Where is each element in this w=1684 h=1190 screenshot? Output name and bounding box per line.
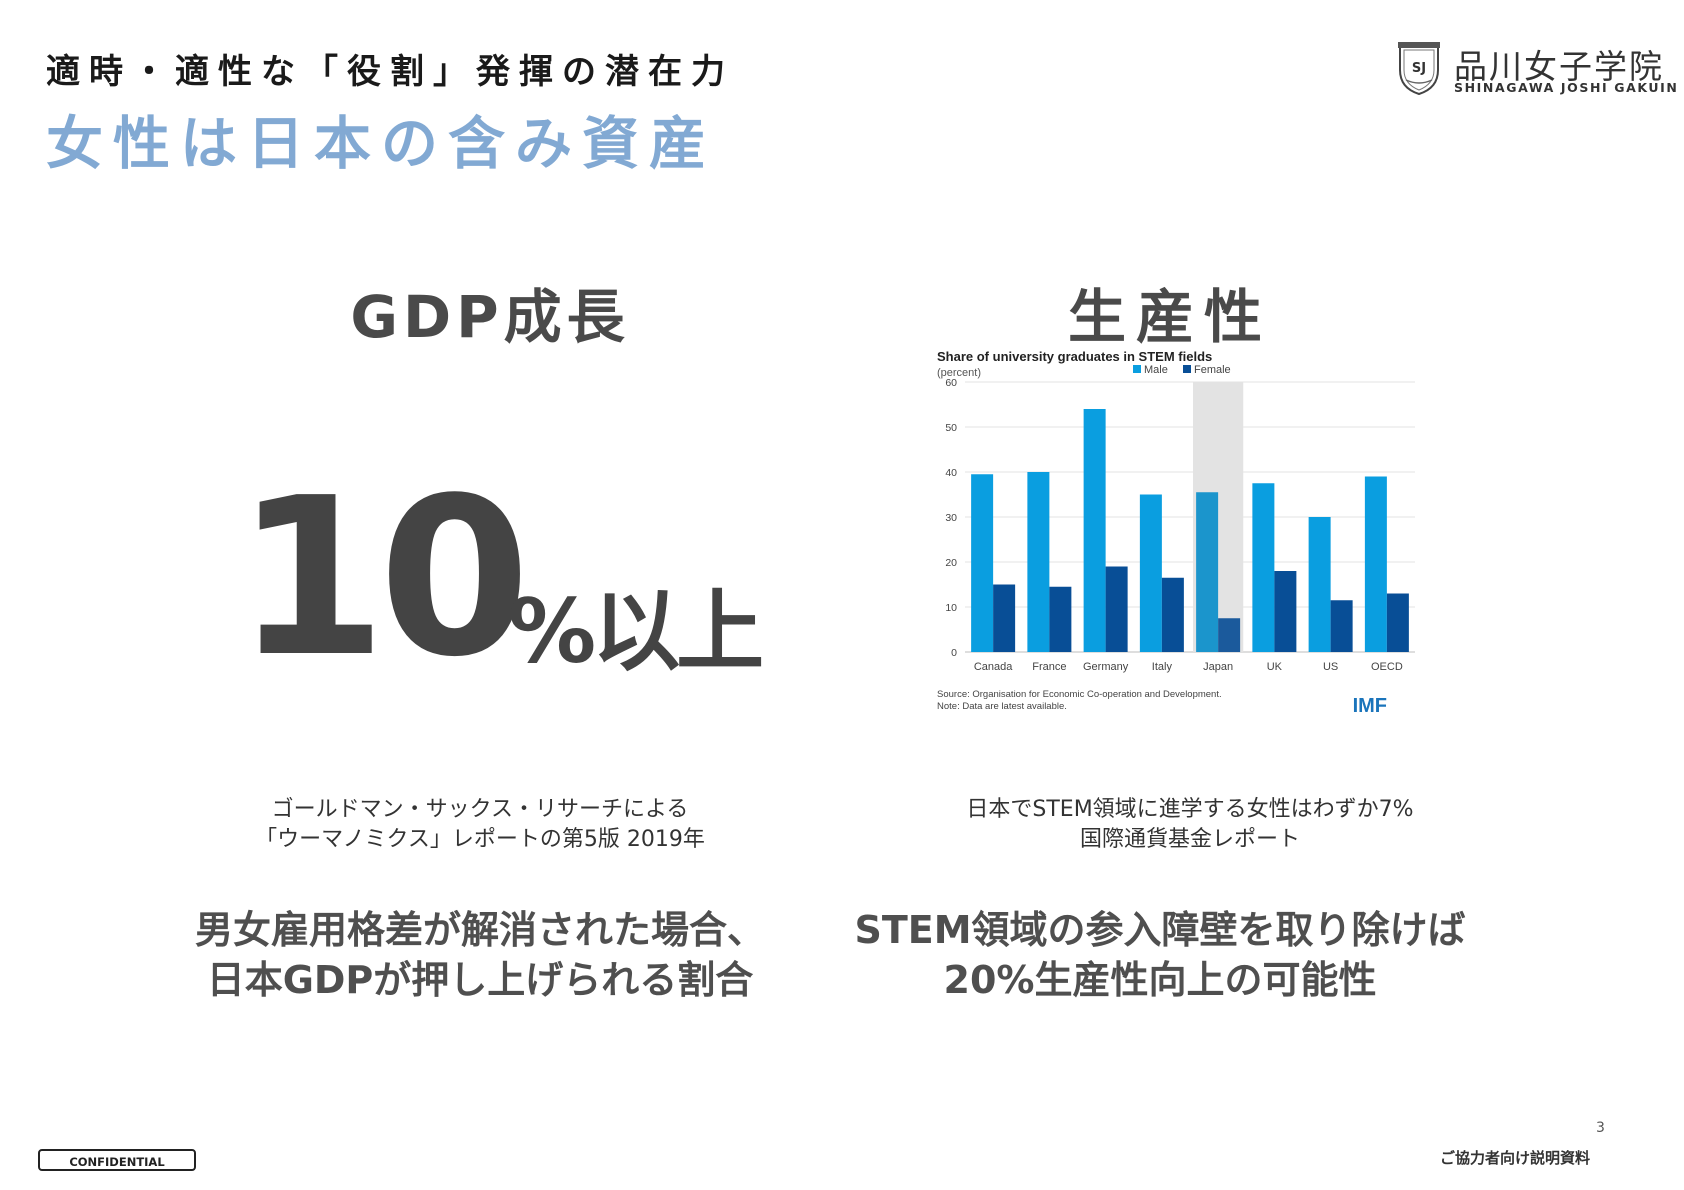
bar-female-japan [1218, 618, 1241, 652]
bar-male-oecd [1364, 476, 1387, 652]
crest-letters: SJ [1412, 61, 1426, 76]
gdp-statement-line1: 男女雇用格差が解消された場合、 [194, 908, 765, 952]
legend-female-swatch [1183, 365, 1191, 373]
gdp-source-caption: ゴールドマン・サックス・リサーチによる 「ウーマノミクス」レポートの第5版 20… [220, 795, 740, 855]
gdp-statement: 男女雇用格差が解消された場合、 日本GDPが押し上げられる割合 [160, 905, 800, 1005]
gdp-statement-line2: 日本GDPが押し上げられる割合 [206, 958, 754, 1002]
gdp-source-line1: ゴールドマン・サックス・リサーチによる [271, 797, 689, 822]
footer-note: ご協力者向け説明資料 [1440, 1149, 1591, 1167]
productivity-statement-line2: 20%生産性向上の可能性 [943, 958, 1377, 1002]
productivity-source-caption: 日本でSTEM領域に進学する女性はわずか7% 国際通貨基金レポート [890, 795, 1490, 855]
productivity-source-line2: 国際通貨基金レポート [1079, 827, 1300, 852]
bar-female-us [1330, 600, 1353, 652]
chart-data-note: Note: Data are latest available. [937, 701, 1067, 712]
bar-male-italy [1139, 494, 1162, 652]
bar-female-france [1049, 586, 1072, 652]
imf-logo: IMF [1353, 695, 1387, 717]
bar-female-oecd [1386, 593, 1409, 652]
y-tick-label: 0 [951, 647, 957, 659]
gdp-big-unit: %以上 [508, 580, 764, 683]
x-tick-label: Canada [974, 661, 1013, 673]
slide-title: 女性は日本の含み資産 [46, 111, 716, 177]
x-tick-label: UK [1267, 661, 1283, 673]
x-tick-label: Germany [1083, 661, 1129, 673]
legend-female-label: Female [1194, 364, 1231, 376]
confidential-badge: CONFIDENTIAL [38, 1149, 196, 1171]
legend-male-swatch [1133, 365, 1141, 373]
x-tick-label: France [1032, 661, 1066, 673]
chart-title: Share of university graduates in STEM fi… [937, 349, 1212, 364]
chart-axis-labels: 0 10 20 30 40 50 60 Canada France Germany Italy Jap… [945, 377, 1403, 673]
bar-male-japan [1196, 492, 1219, 652]
bar-male-uk [1252, 483, 1275, 652]
stem-chart-svg: Share of university graduates in STEM fi… [937, 349, 1415, 717]
y-tick-label: 40 [945, 467, 957, 479]
slide-subtitle: 適時・適性な「役割」発揮の潜在力 [46, 52, 734, 92]
x-tick-label: OECD [1371, 661, 1403, 673]
y-tick-label: 50 [945, 422, 957, 434]
chart-subtitle: (percent) [937, 367, 981, 379]
productivity-statement: STEM領域の参入障壁を取り除けば 20%生産性向上の可能性 [830, 905, 1490, 1005]
bar-male-france [1027, 472, 1050, 652]
bar-female-italy [1161, 577, 1184, 652]
chart-bars [971, 409, 1409, 652]
gdp-heading: GDP成長 [350, 283, 630, 351]
y-tick-label: 10 [945, 602, 957, 614]
school-logo: SJ 品川女子学院 SHINAGAWA JOSHI GAKUIN [1396, 40, 1677, 102]
gdp-big-number: 10 [235, 452, 530, 705]
x-tick-label: Italy [1152, 661, 1173, 673]
chart-legend: Male Female [1133, 364, 1231, 376]
y-tick-label: 30 [945, 512, 957, 524]
x-tick-label: US [1323, 661, 1338, 673]
stem-graduates-chart: Share of university graduates in STEM fi… [925, 342, 1445, 782]
bar-male-us [1308, 517, 1331, 652]
bar-female-uk [1274, 571, 1297, 652]
bar-female-canada [993, 584, 1016, 652]
bar-female-germany [1105, 566, 1128, 652]
y-tick-label: 20 [945, 557, 957, 569]
bar-male-canada [971, 474, 994, 652]
legend-male-label: Male [1144, 364, 1168, 376]
gdp-source-line2: 「ウーマノミクス」レポートの第5版 2019年 [255, 827, 705, 852]
productivity-source-line1: 日本でSTEM領域に進学する女性はわずか7% [966, 797, 1414, 822]
x-tick-label: Japan [1203, 661, 1233, 673]
school-name: 品川女子学院 [1454, 47, 1664, 86]
y-tick-label: 60 [945, 377, 957, 389]
school-crest-icon: SJ [1398, 42, 1440, 96]
productivity-heading: 生産性 [1067, 283, 1272, 351]
productivity-statement-line1: STEM領域の参入障壁を取り除けば [854, 908, 1466, 952]
page-number: 3 [1596, 1120, 1605, 1136]
bar-male-germany [1083, 409, 1106, 652]
school-name-romaji: SHINAGAWA JOSHI GAKUIN [1454, 80, 1679, 95]
chart-source-note: Source: Organisation for Economic Co-ope… [937, 689, 1222, 700]
